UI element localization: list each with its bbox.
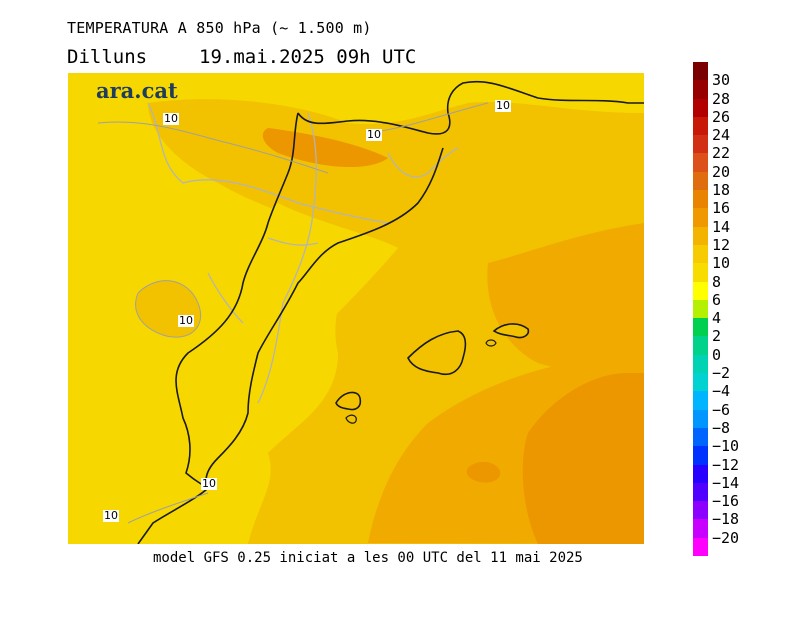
chart-subtitle: Dilluns 19.mai.2025 09h UTC <box>67 46 416 68</box>
isotherm-10 <box>97 102 489 524</box>
colorbar-label: 18 <box>712 181 731 200</box>
colorbar-label: 26 <box>712 107 731 126</box>
colorbar-label: −16 <box>712 492 740 511</box>
colorbar-label: −4 <box>712 382 731 401</box>
contour-label: 10 <box>178 314 194 327</box>
colorbar-segment <box>693 190 708 209</box>
contour-label: 10 <box>163 112 179 125</box>
colorbar-segment <box>693 299 708 319</box>
colorbar-segment <box>693 537 708 557</box>
field-coast-strip <box>256 203 398 343</box>
colorbar-segment <box>693 409 708 429</box>
colorbar-segment <box>693 446 708 465</box>
day-label: Dilluns <box>67 46 148 68</box>
colorbar-label: 0 <box>712 345 722 364</box>
colorbar-label: 10 <box>712 254 731 273</box>
colorbar-label: 16 <box>712 199 731 218</box>
contour-label: 10 <box>103 509 119 522</box>
colorbar-label: −20 <box>712 528 740 547</box>
colorbar-segment <box>693 116 708 136</box>
colorbar-segment <box>693 482 708 502</box>
colorbar-segment <box>693 318 708 337</box>
contour-label: 10 <box>366 128 382 141</box>
datetime-label: 19.mai.2025 09h UTC <box>199 46 417 68</box>
temperature-map: 10 10 10 10 10 10 <box>68 73 644 544</box>
field-north-band <box>158 113 398 197</box>
colorbar-segment <box>693 208 708 228</box>
colorbar-label: 4 <box>712 309 722 328</box>
contour-label: 10 <box>201 477 217 490</box>
model-info: model GFS 0.25 iniciat a les 00 UTC del … <box>153 550 583 566</box>
colorbar-segment <box>693 373 708 392</box>
colorbar <box>693 62 708 557</box>
colorbar-label: 14 <box>712 217 731 236</box>
colorbar-segment <box>693 263 708 283</box>
chart-title: TEMPERATURA A 850 hPa (~ 1.500 m) <box>67 19 372 37</box>
eivissa <box>335 391 362 411</box>
colorbar-label: −12 <box>712 455 740 474</box>
colorbar-label: −10 <box>712 437 740 456</box>
contour-label: 10 <box>495 99 511 112</box>
colorbar-segment <box>693 62 708 81</box>
colorbar-segment <box>693 464 708 484</box>
colorbar-segment <box>693 244 708 264</box>
colorbar-segment <box>693 80 708 100</box>
colorbar-label: 2 <box>712 327 722 346</box>
ara-cat-logo: ara.cat <box>96 78 178 103</box>
admin-borders <box>147 102 459 404</box>
colorbar-label: −6 <box>712 400 731 419</box>
colorbar-label: 12 <box>712 235 731 254</box>
colorbar-label: −14 <box>712 473 740 492</box>
colorbar-segment <box>693 98 708 118</box>
colorbar-segment <box>693 391 708 411</box>
cabrera <box>485 339 497 347</box>
mallorca <box>407 330 467 376</box>
colorbar-segment <box>693 226 708 246</box>
colorbar-label: 6 <box>712 290 722 309</box>
formentera <box>345 414 357 424</box>
colorbar-segment <box>693 427 708 447</box>
colorbar-label: −8 <box>712 418 731 437</box>
colorbar-label: −18 <box>712 510 740 529</box>
colorbar-segment <box>693 135 708 154</box>
colorbar-label: 28 <box>712 89 731 108</box>
colorbar-segment <box>693 153 708 173</box>
menorca <box>492 323 530 339</box>
colorbar-label: −2 <box>712 364 731 383</box>
colorbar-label: 30 <box>712 71 731 90</box>
colorbar-label: 24 <box>712 126 731 145</box>
colorbar-segment <box>693 354 708 374</box>
colorbar-segment <box>693 336 708 356</box>
colorbar-label: 8 <box>712 272 722 291</box>
colorbar-label: 20 <box>712 162 731 181</box>
colorbar-segment <box>693 281 708 301</box>
map-svg <box>68 73 644 544</box>
colorbar-segment <box>693 171 708 191</box>
colorbar-segment <box>693 519 708 539</box>
colorbar-label: 22 <box>712 144 731 163</box>
field-14-16 <box>522 373 644 544</box>
field-small-spot <box>466 461 501 483</box>
colorbar-segment <box>693 501 708 520</box>
